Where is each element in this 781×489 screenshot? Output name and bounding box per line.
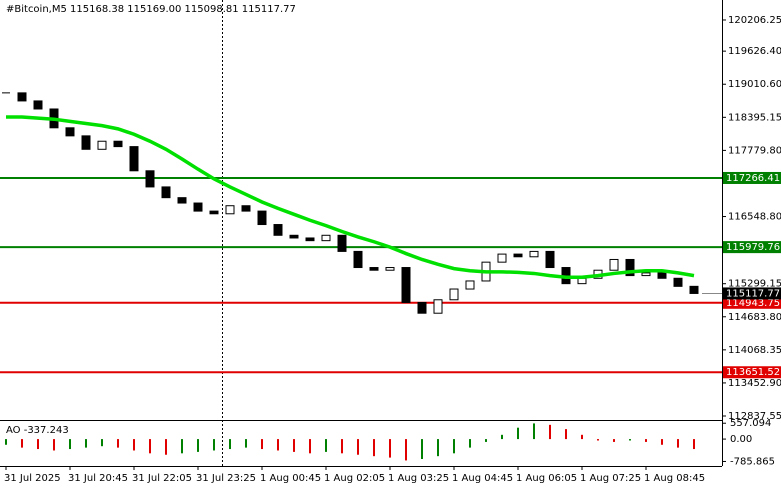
candle bbox=[65, 127, 75, 137]
candle bbox=[129, 146, 139, 172]
x-tick-label: 31 Jul 20:45 bbox=[68, 473, 128, 484]
x-tick-label: 1 Aug 03:25 bbox=[388, 473, 449, 484]
moving-average bbox=[6, 115, 695, 279]
candle bbox=[241, 205, 251, 212]
candle bbox=[689, 285, 699, 294]
candle bbox=[401, 267, 411, 303]
candle bbox=[641, 272, 651, 277]
candle bbox=[465, 280, 475, 290]
x-tick-label: 31 Jul 23:25 bbox=[196, 473, 256, 484]
candle bbox=[225, 205, 235, 215]
level-label: 115979.76 bbox=[726, 242, 780, 253]
level-tag bbox=[723, 366, 781, 379]
candle bbox=[305, 237, 315, 242]
candle bbox=[113, 140, 123, 148]
x-tick-label: 1 Aug 07:25 bbox=[580, 473, 641, 484]
candle bbox=[545, 250, 555, 269]
candle bbox=[433, 299, 443, 314]
x-tick-label: 1 Aug 08:45 bbox=[644, 473, 705, 484]
candle bbox=[657, 272, 667, 279]
chart-title: #Bitcoin,M5 115168.38 115169.00 115098.8… bbox=[6, 4, 296, 15]
candle bbox=[161, 186, 171, 199]
candle bbox=[145, 170, 155, 188]
candle bbox=[449, 288, 459, 301]
candle bbox=[385, 267, 395, 271]
y-tick-label: 117779.80 bbox=[728, 145, 781, 156]
x-tick-label: 1 Aug 04:45 bbox=[452, 473, 513, 484]
level-tag bbox=[723, 241, 781, 254]
current-price-label: 115117.77 bbox=[726, 288, 780, 299]
candle bbox=[609, 258, 619, 271]
y-tick-label: 114068.35 bbox=[728, 345, 781, 356]
candle bbox=[289, 234, 299, 239]
level-label: 114943.75 bbox=[726, 298, 780, 309]
candle bbox=[17, 92, 27, 102]
candle bbox=[97, 140, 107, 150]
y-tick-label: 113452.90 bbox=[728, 378, 781, 389]
level-label: 117266.41 bbox=[726, 173, 780, 184]
candle bbox=[321, 234, 331, 242]
candle bbox=[257, 210, 267, 226]
level-tag bbox=[723, 296, 781, 309]
y-tick-label: 118395.15 bbox=[728, 112, 781, 123]
current-price-tag bbox=[723, 287, 781, 300]
y-tick-label: 112837.55 bbox=[728, 411, 781, 422]
candle bbox=[673, 277, 683, 287]
candle bbox=[177, 197, 187, 204]
candle bbox=[33, 100, 43, 110]
y-tick-label: 115299.15 bbox=[728, 279, 781, 290]
candle bbox=[513, 253, 523, 258]
x-tick-label: 1 Aug 06:05 bbox=[516, 473, 577, 484]
candle bbox=[193, 202, 203, 212]
candle bbox=[337, 234, 347, 252]
y-tick-label: 119626.40 bbox=[728, 46, 781, 57]
x-tick-label: 1 Aug 02:05 bbox=[324, 473, 385, 484]
ao-tick-label: 0.00 bbox=[730, 434, 752, 445]
candle bbox=[209, 210, 219, 215]
candle bbox=[625, 258, 635, 277]
x-tick-label: 31 Jul 22:05 bbox=[132, 473, 192, 484]
x-tick-label: 31 Jul 2025 bbox=[4, 473, 61, 484]
candle bbox=[529, 250, 539, 258]
x-tick-label: 1 Aug 00:45 bbox=[260, 473, 321, 484]
y-tick-label: 116548.80 bbox=[728, 212, 781, 223]
candle bbox=[273, 224, 283, 236]
candle bbox=[81, 135, 91, 150]
candle bbox=[353, 250, 363, 269]
ao-tick-label: -785.865 bbox=[730, 456, 775, 467]
level-label: 113651.52 bbox=[726, 367, 780, 378]
ao-label: AO -337.243 bbox=[6, 425, 69, 436]
level-tag bbox=[723, 171, 781, 184]
candle bbox=[369, 267, 379, 271]
candle bbox=[577, 277, 587, 285]
y-tick-label: 119010.60 bbox=[728, 79, 781, 90]
candle bbox=[497, 253, 507, 263]
y-tick-label: 120206.25 bbox=[728, 15, 781, 26]
y-tick-label: 114683.80 bbox=[728, 312, 781, 323]
ao-tick-label: 557.094 bbox=[730, 418, 771, 429]
candle bbox=[417, 301, 427, 314]
